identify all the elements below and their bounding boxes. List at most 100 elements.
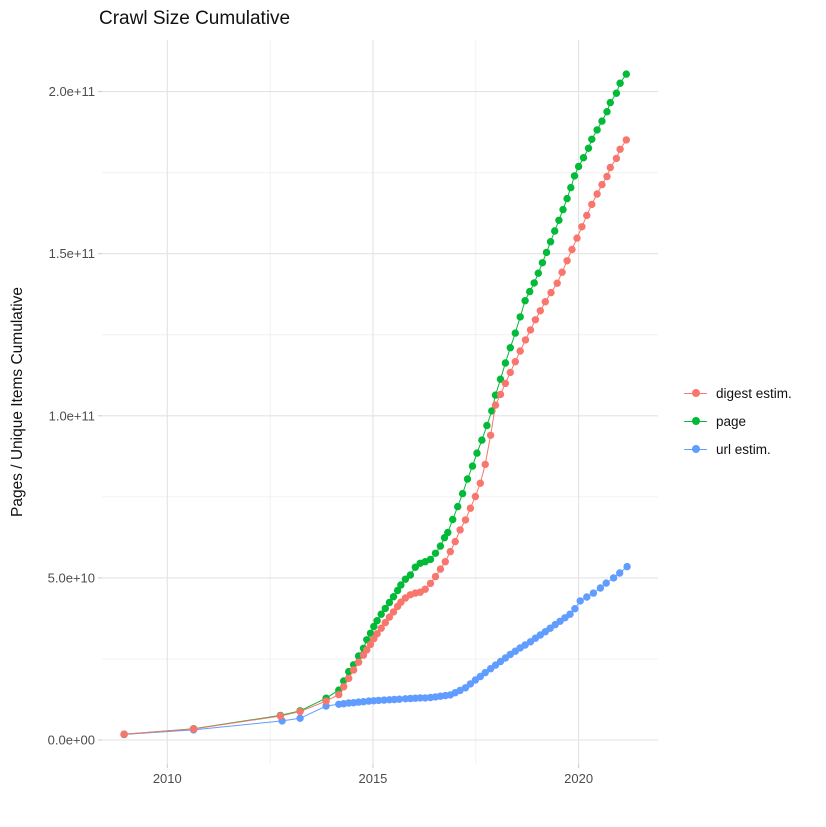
data-point: [340, 683, 348, 691]
data-point: [322, 697, 330, 705]
data-point: [506, 368, 514, 377]
data-point: [366, 640, 375, 649]
data-point: [426, 579, 435, 588]
data-point: [389, 608, 398, 616]
data-point: [616, 79, 624, 87]
x-tick-label: 2015: [358, 771, 387, 786]
data-point: [516, 347, 524, 355]
y-tick-label: 1.5e+11: [49, 246, 95, 261]
data-point: [395, 695, 403, 703]
data-point: [584, 144, 593, 152]
digest-estim-line-point-icon: [684, 385, 707, 401]
y-tick-label: 1.0e+11: [49, 408, 95, 423]
data-point: [623, 562, 631, 571]
data-point: [574, 162, 583, 171]
data-point: [381, 604, 389, 613]
data-point: [393, 586, 402, 595]
data-point: [296, 714, 304, 722]
data-point: [481, 668, 489, 677]
data-point: [563, 194, 571, 203]
data-point: [547, 288, 555, 297]
data-point: [551, 227, 559, 235]
data-point: [530, 279, 538, 287]
data-point: [571, 605, 579, 613]
data-point: [441, 558, 449, 566]
data-point: [612, 154, 621, 163]
data-point: [366, 629, 375, 637]
data-point: [444, 528, 452, 537]
data-point: [598, 180, 606, 189]
y-tick-label: 2.0e+11: [49, 84, 95, 99]
legend-item-page: page: [684, 407, 792, 435]
data-point: [375, 696, 383, 705]
legend-label: digest estim.: [716, 385, 792, 401]
data-point: [583, 211, 591, 220]
legend-item-url-estim: url estim.: [684, 435, 792, 463]
data-point: [501, 359, 510, 367]
data-point: [546, 238, 555, 246]
legend-label: url estim.: [716, 441, 771, 457]
data-point: [385, 613, 394, 621]
data-point: [496, 375, 505, 383]
y-axis-title: Pages / Unique Items Cumulative: [9, 287, 26, 517]
data-point: [354, 658, 363, 666]
data-point: [511, 329, 519, 337]
series-line: [124, 73, 627, 735]
data-point: [436, 542, 445, 550]
data-point: [521, 297, 529, 305]
data-point: [559, 205, 567, 214]
data-point: [446, 547, 454, 556]
data-point: [622, 70, 630, 78]
data-point: [566, 610, 574, 618]
data-point: [454, 502, 462, 511]
series-digest-estim-: [120, 136, 630, 738]
data-point: [397, 581, 405, 589]
data-point: [606, 98, 614, 107]
data-point: [431, 572, 440, 581]
y-tick-label: 5.0e+10: [48, 570, 95, 585]
data-point: [521, 336, 530, 344]
data-point: [579, 154, 588, 162]
data-point: [373, 630, 381, 638]
data-point: [593, 190, 601, 198]
data-point: [531, 316, 540, 324]
data-series: [120, 70, 631, 739]
data-point: [616, 145, 624, 153]
data-point: [478, 436, 486, 444]
data-point: [451, 537, 459, 546]
data-point: [603, 172, 611, 181]
series-line: [124, 139, 627, 735]
data-point: [536, 307, 544, 315]
data-point: [345, 674, 353, 683]
data-point: [578, 223, 586, 231]
legend-item-digest-estim: digest estim.: [684, 379, 792, 407]
data-point: [421, 694, 429, 702]
data-point: [377, 610, 385, 618]
data-point: [426, 555, 435, 564]
data-point: [456, 526, 464, 534]
data-point: [555, 216, 563, 224]
data-point: [521, 641, 529, 649]
data-point: [488, 407, 496, 415]
data-point: [381, 618, 389, 627]
data-point: [563, 257, 571, 265]
data-point: [541, 298, 549, 306]
data-point: [466, 680, 475, 688]
data-point: [401, 575, 410, 583]
data-point: [622, 136, 630, 144]
data-point: [370, 622, 378, 631]
data-point: [436, 565, 445, 573]
data-point: [335, 690, 343, 699]
data-point: [568, 245, 576, 254]
data-point: [476, 479, 484, 487]
data-point: [606, 163, 614, 172]
data-point: [466, 504, 475, 512]
data-point: [570, 172, 579, 180]
data-point: [598, 117, 606, 125]
data-point: [588, 200, 596, 209]
data-point: [473, 449, 481, 457]
data-point: [491, 401, 500, 409]
data-point: [363, 646, 371, 654]
data-point: [506, 344, 514, 352]
data-point: [461, 516, 470, 524]
